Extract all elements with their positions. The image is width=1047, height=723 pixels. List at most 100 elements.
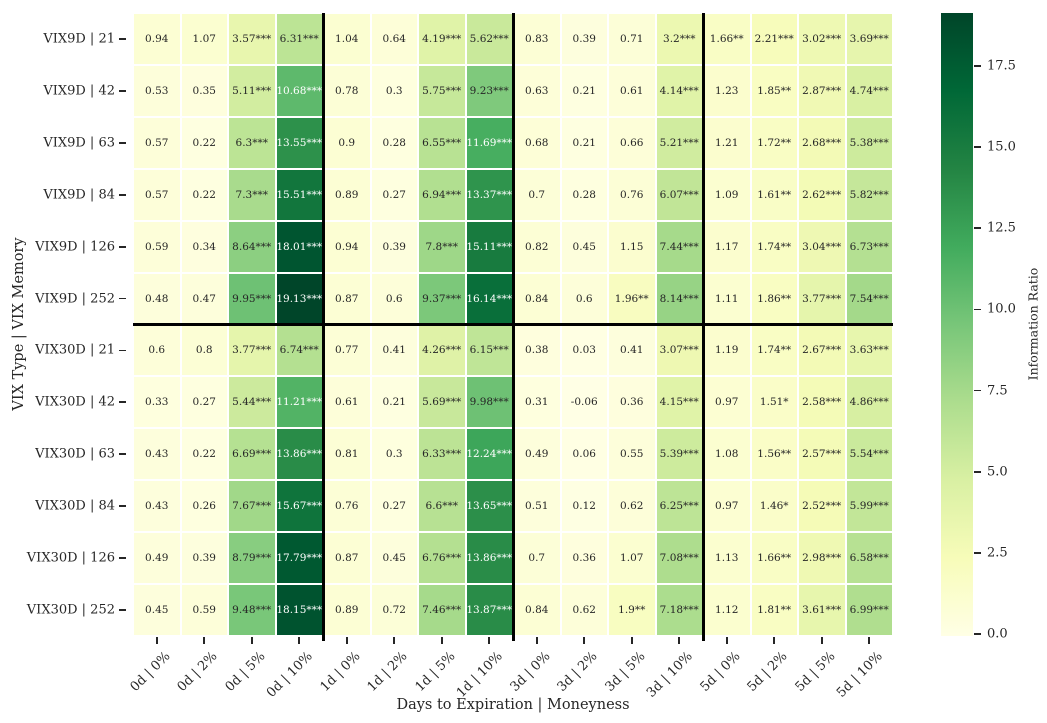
x-tick xyxy=(488,637,491,644)
x-tick xyxy=(155,637,158,644)
heatmap-cell: 0.59 xyxy=(134,221,180,272)
heatmap-cell: 0.81 xyxy=(324,429,370,480)
heatmap-cell: 0.76 xyxy=(324,481,370,532)
heatmap-cell: 0.43 xyxy=(134,429,180,480)
heatmap-cell: 2.87*** xyxy=(799,65,845,116)
heatmap-cell: 1.96** xyxy=(609,273,655,324)
heatmap-cell: 6.73*** xyxy=(846,221,892,272)
heatmap-cell: 0.36 xyxy=(609,377,655,428)
colorbar-tick-label: 5.0 xyxy=(987,464,1008,480)
heatmap-cell: 1.74** xyxy=(751,325,797,376)
y-tick xyxy=(119,609,126,611)
heatmap-cell: 3.2*** xyxy=(656,14,702,64)
heatmap-cell: 0.87 xyxy=(324,273,370,324)
heatmap-cell: 6.55*** xyxy=(419,117,465,168)
heatmap-cell: 1.04 xyxy=(324,14,370,64)
x-tick xyxy=(298,637,301,644)
heatmap-cell: 6.07*** xyxy=(656,169,702,220)
heatmap-cell: 0.39 xyxy=(371,221,417,272)
heatmap-cell: 3.63*** xyxy=(846,325,892,376)
heatmap-cell: 0.87 xyxy=(324,533,370,584)
heatmap-cell: 0.61 xyxy=(609,65,655,116)
y-tick xyxy=(119,401,126,404)
heatmap-cell: 1.07 xyxy=(609,533,655,584)
col-label-text: 0d | 2% xyxy=(174,649,221,695)
heatmap-cell: 1.66** xyxy=(704,14,750,64)
heatmap-cell: 3.61*** xyxy=(799,585,845,635)
col-label-text: 1d | 2% xyxy=(364,649,411,695)
heatmap-cell: 10.68*** xyxy=(276,65,322,116)
heatmap-cell: 3.77*** xyxy=(799,273,845,324)
heatmap-cell: 1.61** xyxy=(751,169,797,220)
heatmap-cell: 0.39 xyxy=(561,14,607,64)
heatmap-cell: 2.98*** xyxy=(799,533,845,584)
heatmap-cell: 0.45 xyxy=(134,585,180,635)
heatmap-cell: 6.99*** xyxy=(846,585,892,635)
heatmap-cell: 2.52*** xyxy=(799,481,845,532)
heatmap-grid: 0.94 1.07 3.57*** 6.31*** 1.04 0.64 4.19*** 5.6… xyxy=(133,13,893,641)
row-label: VIX9D | 252 xyxy=(35,291,115,307)
row-label: VIX30D | 84 xyxy=(35,498,115,514)
y-tick xyxy=(119,349,126,352)
heatmap-cell: 0.38 xyxy=(514,325,560,376)
heatmap-cell: 9.95*** xyxy=(229,273,275,324)
heatmap-cell: 0.27 xyxy=(371,481,417,532)
heatmap-cell: 8.64*** xyxy=(229,221,275,272)
separator-line xyxy=(133,323,893,326)
heatmap-cell: 18.15*** xyxy=(276,585,322,635)
heatmap-cell: 1.11 xyxy=(704,273,750,324)
heatmap-cell: -0.06 xyxy=(561,377,607,428)
heatmap-cell: 0.26 xyxy=(181,481,227,532)
x-tick xyxy=(250,637,253,644)
heatmap-cell: 0.48 xyxy=(134,273,180,324)
row-label: VIX9D | 126 xyxy=(35,239,115,255)
heatmap-cell: 0.41 xyxy=(609,325,655,376)
heatmap-cell: 9.23*** xyxy=(466,65,512,116)
heatmap-cell: 13.86*** xyxy=(466,533,512,584)
x-tick xyxy=(725,637,728,644)
heatmap-cell: 0.35 xyxy=(181,65,227,116)
heatmap-cell: 0.8 xyxy=(181,325,227,376)
heatmap-cell: 5.38*** xyxy=(846,117,892,168)
row-label: VIX9D | 21 xyxy=(43,31,115,47)
heatmap-cell: 1.81** xyxy=(751,585,797,635)
heatmap-cell: 1.23 xyxy=(704,65,750,116)
heatmap-cell: 0.41 xyxy=(371,325,417,376)
colorbar-tick xyxy=(974,470,981,473)
colorbar-tick-label: 10.0 xyxy=(987,301,1016,317)
col-label-text: 1d | 10% xyxy=(454,649,506,701)
heatmap-cell: 0.34 xyxy=(181,221,227,272)
colorbar-gradient xyxy=(941,13,973,636)
colorbar-tick-label: 7.5 xyxy=(987,383,1008,399)
x-tick xyxy=(583,637,586,644)
colorbar-tick-label: 2.5 xyxy=(987,545,1008,561)
heatmap-cell: 0.36 xyxy=(561,533,607,584)
heatmap-cell: 1.15 xyxy=(609,221,655,272)
heatmap-cell: 0.22 xyxy=(181,169,227,220)
heatmap-cell: 0.82 xyxy=(514,221,560,272)
heatmap-cell: 2.62*** xyxy=(799,169,845,220)
heatmap-cell: 15.11*** xyxy=(466,221,512,272)
heatmap-cell: 0.78 xyxy=(324,65,370,116)
heatmap-cell: 4.86*** xyxy=(846,377,892,428)
heatmap-cell: 0.27 xyxy=(371,169,417,220)
heatmap-cell: 15.51*** xyxy=(276,169,322,220)
heatmap-cell: 13.37*** xyxy=(466,169,512,220)
heatmap-cell: 9.98*** xyxy=(466,377,512,428)
heatmap-cell: 0.53 xyxy=(134,65,180,116)
heatmap-cell: 3.69*** xyxy=(846,14,892,64)
col-label-text: 0d | 5% xyxy=(222,649,269,695)
heatmap-cell: 1.66** xyxy=(751,533,797,584)
heatmap-cell: 3.04*** xyxy=(799,221,845,272)
row-label: VIX9D | 84 xyxy=(43,187,115,203)
row-label: VIX9D | 42 xyxy=(43,83,115,99)
heatmap-cell: 1.07 xyxy=(181,14,227,64)
heatmap-cell: 0.9 xyxy=(324,117,370,168)
col-label-text: 3d | 2% xyxy=(554,649,601,695)
y-tick xyxy=(119,245,126,248)
heatmap-cell: 1.56** xyxy=(751,429,797,480)
colorbar-tick xyxy=(974,146,981,148)
colorbar-tick xyxy=(974,227,981,230)
colorbar-tick xyxy=(974,551,981,554)
